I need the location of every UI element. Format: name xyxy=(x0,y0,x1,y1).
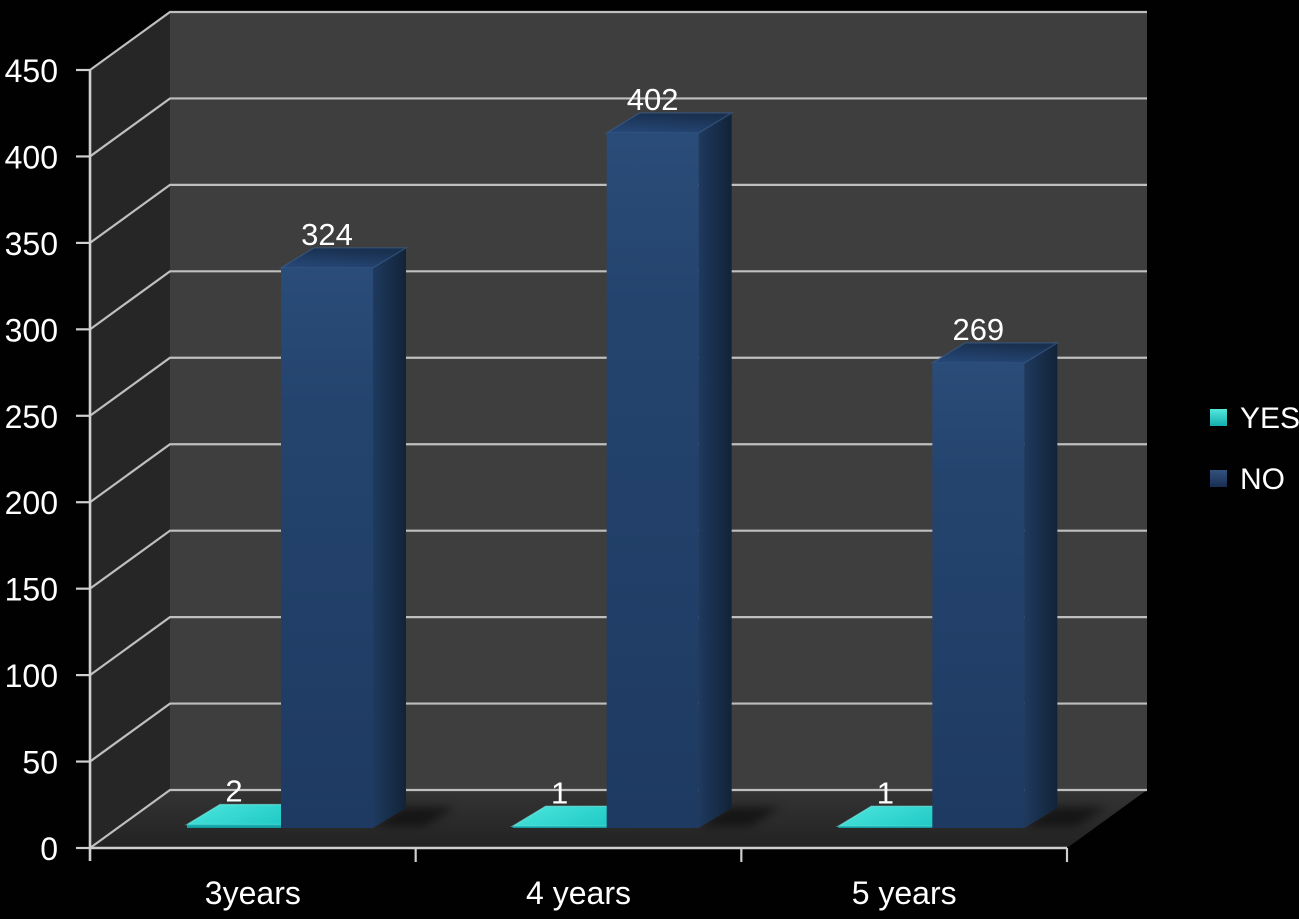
gridlines xyxy=(89,10,1147,849)
gridline-300 xyxy=(89,270,1147,331)
bar-no-3years xyxy=(278,247,409,829)
gridline-100 xyxy=(89,616,1147,677)
x-axis-labels: 3years 4 years 5 years xyxy=(205,875,957,911)
gridline-400 xyxy=(89,97,1147,158)
bar-no-4-years xyxy=(604,112,735,828)
y-tick-label-250: 250 xyxy=(5,399,58,435)
category-label-3years: 3years xyxy=(205,875,301,911)
y-tick-label-450: 450 xyxy=(5,53,58,89)
y-tick-label-400: 400 xyxy=(5,139,58,175)
gridline-450 xyxy=(89,10,1147,71)
gridline-250 xyxy=(89,356,1147,417)
gridline-0 xyxy=(89,788,1147,849)
axes xyxy=(76,68,1069,862)
bar-no-5-years-shadow xyxy=(1024,807,1107,826)
legend-item-yes: YES xyxy=(1210,402,1299,435)
data-label-yes-5-years: 1 xyxy=(877,775,894,810)
y-tick-label-50: 50 xyxy=(22,745,58,781)
legend: YES NO xyxy=(1210,402,1299,496)
bar-no-3years-front-face xyxy=(281,267,373,829)
category-label-4-years: 4 years xyxy=(526,875,631,911)
data-label-no-3years: 324 xyxy=(301,217,353,252)
gridline-150 xyxy=(89,529,1147,590)
y-tick-label-200: 200 xyxy=(5,485,58,521)
gridline-200 xyxy=(89,443,1147,504)
data-label-yes-4-years: 1 xyxy=(551,775,568,810)
legend-label-no: NO xyxy=(1240,463,1285,496)
data-labels: 2 324 1 402 1 269 xyxy=(225,82,1004,810)
legend-swatch-no xyxy=(1210,470,1227,487)
legend-label-yes: YES xyxy=(1240,402,1299,435)
y-tick-label-350: 350 xyxy=(5,226,58,262)
chart-left-wall xyxy=(90,12,170,848)
bar-no-3years-side-face xyxy=(373,247,406,829)
bar-no-5-years xyxy=(929,342,1060,828)
bar-no-4-years-side-face xyxy=(698,112,732,828)
gridline-350 xyxy=(89,183,1147,244)
legend-swatch-yes xyxy=(1210,409,1227,426)
legend-item-no: NO xyxy=(1210,463,1285,496)
bar-no-5-years-front-face xyxy=(932,362,1025,828)
bar-no-5-years-side-face xyxy=(1024,342,1058,828)
y-axis-labels: 0 50 100 150 200 250 300 350 400 450 xyxy=(5,53,58,867)
category-label-5-years: 5 years xyxy=(852,875,957,911)
bar-no-3years-shadow xyxy=(373,807,455,826)
y-tick-label-150: 150 xyxy=(5,572,58,608)
data-label-yes-3years: 2 xyxy=(225,774,242,809)
bar-no-4-years-shadow xyxy=(698,807,781,826)
bars xyxy=(184,112,1107,829)
bar-no-4-years-front-face xyxy=(606,132,699,828)
y-tick-label-0: 0 xyxy=(40,831,58,867)
data-label-no-5-years: 269 xyxy=(952,312,1004,347)
bar-yes-4-years-front-face xyxy=(512,826,607,828)
bar-yes-3years-front-face xyxy=(187,824,281,828)
data-label-no-4-years: 402 xyxy=(627,82,679,117)
y-tick-label-300: 300 xyxy=(5,312,58,348)
y-tick-label-100: 100 xyxy=(5,658,58,694)
gridline-50 xyxy=(89,702,1147,763)
bar-yes-5-years-front-face xyxy=(838,826,933,828)
